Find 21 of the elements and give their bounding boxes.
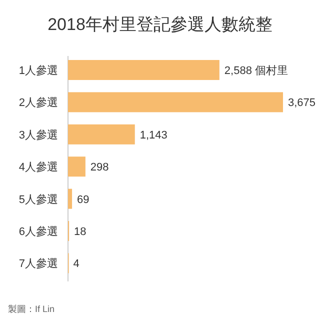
y-tick-label: 4人參選 [18,160,58,174]
y-tick-label: 3人參選 [18,128,58,142]
bar [68,124,135,144]
bar [68,60,220,80]
bar [68,188,72,209]
y-tick-label: 6人參選 [18,225,58,238]
text: 製圖：If Lin [8,304,55,314]
bar [68,92,283,112]
data-label: 3,675 [288,97,316,110]
y-tick-label: 1人參選 [18,64,58,77]
data-label: 1,143 [140,129,168,142]
y-tick-label: 2人參選 [18,96,58,110]
y-tick-label: 7人參選 [18,257,58,270]
chart-title: 2018年村里登記參選人數統整 [48,15,272,34]
y-tick-label: 5人參選 [18,192,58,206]
bar [68,156,86,177]
data-label: 298 [90,162,109,174]
data-label: 2,588 個村里 [224,64,288,77]
data-label: 69 [77,194,90,206]
data-label: 4 [73,258,80,270]
data-label: 18 [74,226,86,238]
